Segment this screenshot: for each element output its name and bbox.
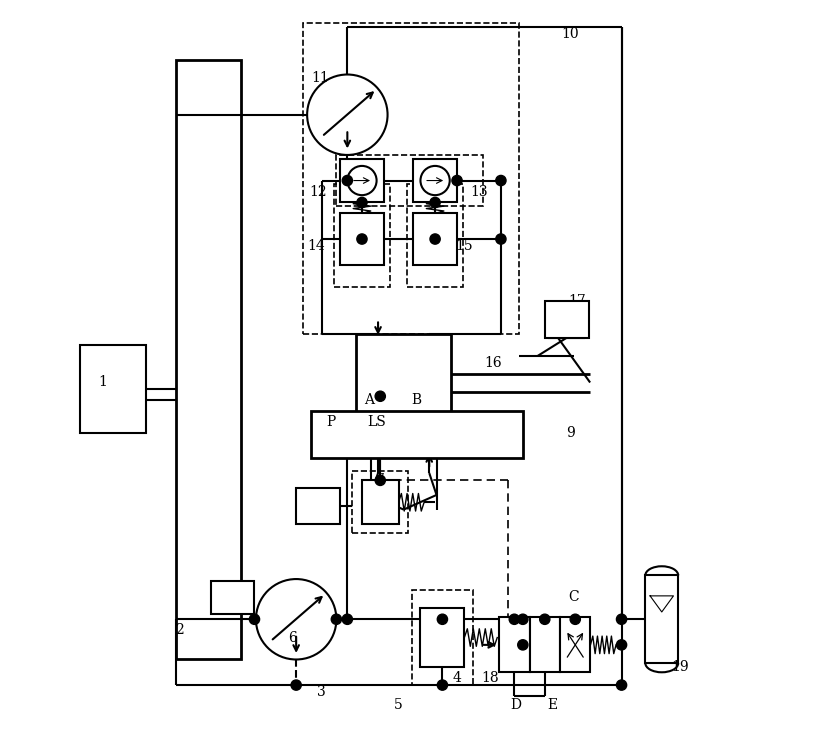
Text: $\frac{u}{x}$: $\frac{u}{x}$ (562, 310, 568, 324)
Bar (545, 301, 589, 338)
Circle shape (570, 614, 581, 625)
Text: 10: 10 (562, 27, 579, 41)
Bar (310, 411, 523, 459)
Circle shape (256, 579, 337, 659)
Text: E: E (547, 698, 557, 712)
Circle shape (617, 680, 627, 690)
Circle shape (495, 175, 506, 186)
Bar (560, 617, 590, 672)
Circle shape (437, 680, 447, 690)
Text: 5: 5 (394, 698, 403, 712)
Circle shape (617, 640, 627, 650)
Bar (530, 617, 560, 672)
Bar (412, 590, 473, 685)
Circle shape (342, 614, 352, 625)
Bar (645, 575, 678, 663)
Text: 1: 1 (98, 374, 106, 388)
Bar (420, 608, 464, 666)
Text: 6: 6 (288, 631, 296, 644)
Text: 16: 16 (485, 356, 502, 371)
Bar (407, 184, 463, 286)
Text: 2: 2 (174, 623, 183, 637)
Text: P: P (327, 415, 336, 429)
Bar (334, 184, 390, 286)
Circle shape (375, 475, 386, 485)
Text: 17: 17 (569, 294, 586, 308)
Circle shape (375, 391, 386, 401)
Text: 12: 12 (310, 184, 327, 198)
Circle shape (437, 614, 447, 625)
Bar (362, 480, 399, 524)
Circle shape (307, 75, 387, 155)
Text: 11: 11 (311, 71, 329, 85)
Bar (340, 214, 384, 265)
Text: D: D (510, 698, 521, 712)
Text: 4: 4 (453, 671, 461, 685)
Text: 19: 19 (672, 660, 689, 674)
Bar (337, 155, 482, 206)
Text: $\frac{u}{p}$: $\frac{u}{p}$ (229, 590, 235, 604)
Circle shape (518, 640, 528, 650)
Bar (304, 23, 519, 334)
Circle shape (495, 234, 506, 244)
Text: 8: 8 (306, 488, 315, 502)
Text: 14: 14 (307, 239, 325, 253)
Bar (296, 487, 340, 524)
Circle shape (249, 614, 260, 625)
Circle shape (357, 234, 367, 244)
Text: C: C (568, 590, 579, 604)
Circle shape (342, 175, 352, 186)
Circle shape (331, 614, 342, 625)
Bar (413, 159, 457, 203)
Bar (413, 214, 457, 265)
Text: 15: 15 (455, 239, 473, 253)
Circle shape (540, 614, 550, 625)
Bar (499, 617, 530, 672)
Text: B: B (412, 393, 422, 407)
Bar (340, 159, 384, 203)
Text: LS: LS (367, 415, 386, 429)
Bar (356, 334, 451, 455)
Circle shape (430, 197, 440, 208)
Text: A: A (364, 393, 374, 407)
Bar (352, 470, 408, 533)
Bar (80, 345, 147, 433)
Bar (175, 60, 242, 659)
Text: 18: 18 (481, 671, 499, 685)
Circle shape (518, 614, 528, 625)
Bar (210, 581, 255, 614)
Text: 13: 13 (470, 184, 488, 198)
Text: 9: 9 (566, 426, 575, 440)
Circle shape (430, 234, 440, 244)
Circle shape (452, 175, 462, 186)
Text: 3: 3 (318, 686, 326, 700)
Circle shape (509, 614, 519, 625)
Text: 7: 7 (376, 473, 385, 487)
Circle shape (357, 197, 367, 208)
Circle shape (617, 614, 627, 625)
Circle shape (291, 680, 301, 690)
Text: $\frac{u}{x}$: $\frac{u}{x}$ (313, 497, 319, 511)
